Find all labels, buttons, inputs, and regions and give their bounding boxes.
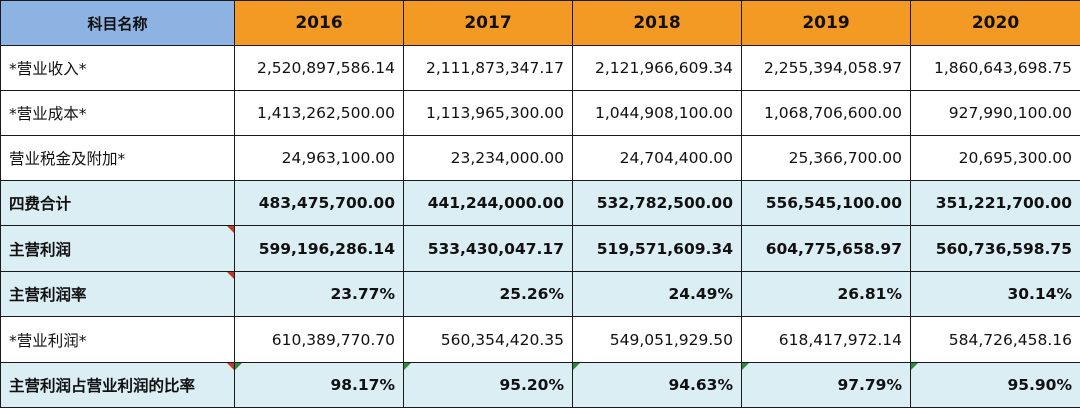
table-cell[interactable]: 556,545,100.00 (742, 181, 911, 226)
row-label[interactable]: 营业税金及附加* (1, 136, 235, 181)
comment-marker-icon[interactable] (227, 272, 234, 279)
error-marker-icon[interactable] (911, 363, 918, 370)
table-cell[interactable]: 95.90% (911, 363, 1080, 408)
table-cell[interactable]: 24,963,100.00 (235, 136, 404, 181)
cell-value: 94.63% (668, 376, 733, 394)
table-cell[interactable]: 599,196,286.14 (235, 226, 404, 272)
table-row-main-profit: 主营利润 599,196,286.14 533,430,047.17 519,5… (1, 226, 1080, 272)
error-marker-icon[interactable] (404, 363, 411, 370)
table-row-cost: *营业成本* 1,413,262,500.00 1,113,965,300.00… (1, 91, 1080, 136)
table-cell[interactable]: 26.81% (742, 272, 911, 317)
table-cell[interactable]: 1,413,262,500.00 (235, 91, 404, 136)
row-label[interactable]: *营业利润* (1, 317, 235, 363)
cell-value: 97.79% (837, 376, 902, 394)
year-header-2016[interactable]: 2016 (235, 1, 404, 46)
table-cell[interactable]: 2,121,966,609.34 (573, 46, 742, 91)
table-cell[interactable]: 24.49% (573, 272, 742, 317)
table-cell[interactable]: 23,234,000.00 (404, 136, 573, 181)
table-cell[interactable]: 20,695,300.00 (911, 136, 1080, 181)
table-cell[interactable]: 30.14% (911, 272, 1080, 317)
table-cell[interactable]: 604,775,658.97 (742, 226, 911, 272)
cell-value: 98.17% (330, 376, 395, 394)
header-label-cell[interactable]: 科目名称 (1, 1, 235, 46)
table-cell[interactable]: 1,068,706,600.00 (742, 91, 911, 136)
table-cell[interactable]: 25,366,700.00 (742, 136, 911, 181)
year-header-2017[interactable]: 2017 (404, 1, 573, 46)
table-row-four-fees: 四费合计 483,475,700.00 441,244,000.00 532,7… (1, 181, 1080, 226)
table-cell[interactable]: 532,782,500.00 (573, 181, 742, 226)
table-cell[interactable]: 98.17% (235, 363, 404, 408)
error-marker-icon[interactable] (742, 363, 749, 370)
row-label: 主营利润 (9, 241, 71, 259)
table-cell[interactable]: 610,389,770.70 (235, 317, 404, 363)
table-cell[interactable]: 519,571,609.34 (573, 226, 742, 272)
table-cell[interactable]: 441,244,000.00 (404, 181, 573, 226)
row-label-cell[interactable]: 主营利润 (1, 226, 235, 272)
table-row-revenue: *营业收入* 2,520,897,586.14 2,111,873,347.17… (1, 46, 1080, 91)
table-cell[interactable]: 97.79% (742, 363, 911, 408)
cell-value: 95.20% (499, 376, 564, 394)
row-label-cell[interactable]: 主营利润占营业利润的比率 (1, 363, 235, 408)
table-row-main-profit-ratio: 主营利润占营业利润的比率 98.17% 95.20% 94.63% 97.79%… (1, 363, 1080, 408)
table-cell[interactable]: 24,704,400.00 (573, 136, 742, 181)
error-marker-icon[interactable] (573, 363, 580, 370)
table-cell[interactable]: 1,044,908,100.00 (573, 91, 742, 136)
table-cell[interactable]: 2,520,897,586.14 (235, 46, 404, 91)
table-cell[interactable]: 533,430,047.17 (404, 226, 573, 272)
table-cell[interactable]: 2,111,873,347.17 (404, 46, 573, 91)
table-cell[interactable]: 560,736,598.75 (911, 226, 1080, 272)
row-label-cell[interactable]: 主营利润率 (1, 272, 235, 317)
comment-marker-icon[interactable] (227, 363, 234, 370)
table-cell[interactable]: 25.26% (404, 272, 573, 317)
row-label[interactable]: 四费合计 (1, 181, 235, 226)
table-cell[interactable]: 1,860,643,698.75 (911, 46, 1080, 91)
comment-marker-icon[interactable] (227, 226, 234, 233)
year-header-2020[interactable]: 2020 (911, 1, 1080, 46)
error-marker-icon[interactable] (235, 363, 242, 370)
year-header-2019[interactable]: 2019 (742, 1, 911, 46)
header-row: 科目名称 2016 2017 2018 2019 2020 (1, 1, 1080, 46)
table-row-operating-profit: *营业利润* 610,389,770.70 560,354,420.35 549… (1, 317, 1080, 363)
row-label[interactable]: *营业成本* (1, 91, 235, 136)
cell-value: 95.90% (1007, 376, 1072, 394)
table-cell[interactable]: 2,255,394,058.97 (742, 46, 911, 91)
table-cell[interactable]: 1,113,965,300.00 (404, 91, 573, 136)
row-label: 主营利润占营业利润的比率 (9, 377, 195, 395)
table-cell[interactable]: 483,475,700.00 (235, 181, 404, 226)
year-header-2018[interactable]: 2018 (573, 1, 742, 46)
table-cell[interactable]: 549,051,929.50 (573, 317, 742, 363)
table-row-tax: 营业税金及附加* 24,963,100.00 23,234,000.00 24,… (1, 136, 1080, 181)
row-label: 主营利润率 (9, 286, 87, 304)
table-cell[interactable]: 560,354,420.35 (404, 317, 573, 363)
table-cell[interactable]: 927,990,100.00 (911, 91, 1080, 136)
table-cell[interactable]: 618,417,972.14 (742, 317, 911, 363)
table-cell[interactable]: 584,726,458.16 (911, 317, 1080, 363)
table-cell[interactable]: 94.63% (573, 363, 742, 408)
table-row-main-profit-rate: 主营利润率 23.77% 25.26% 24.49% 26.81% 30.14% (1, 272, 1080, 317)
table-cell[interactable]: 23.77% (235, 272, 404, 317)
row-label[interactable]: *营业收入* (1, 46, 235, 91)
table-cell[interactable]: 95.20% (404, 363, 573, 408)
table-cell[interactable]: 351,221,700.00 (911, 181, 1080, 226)
